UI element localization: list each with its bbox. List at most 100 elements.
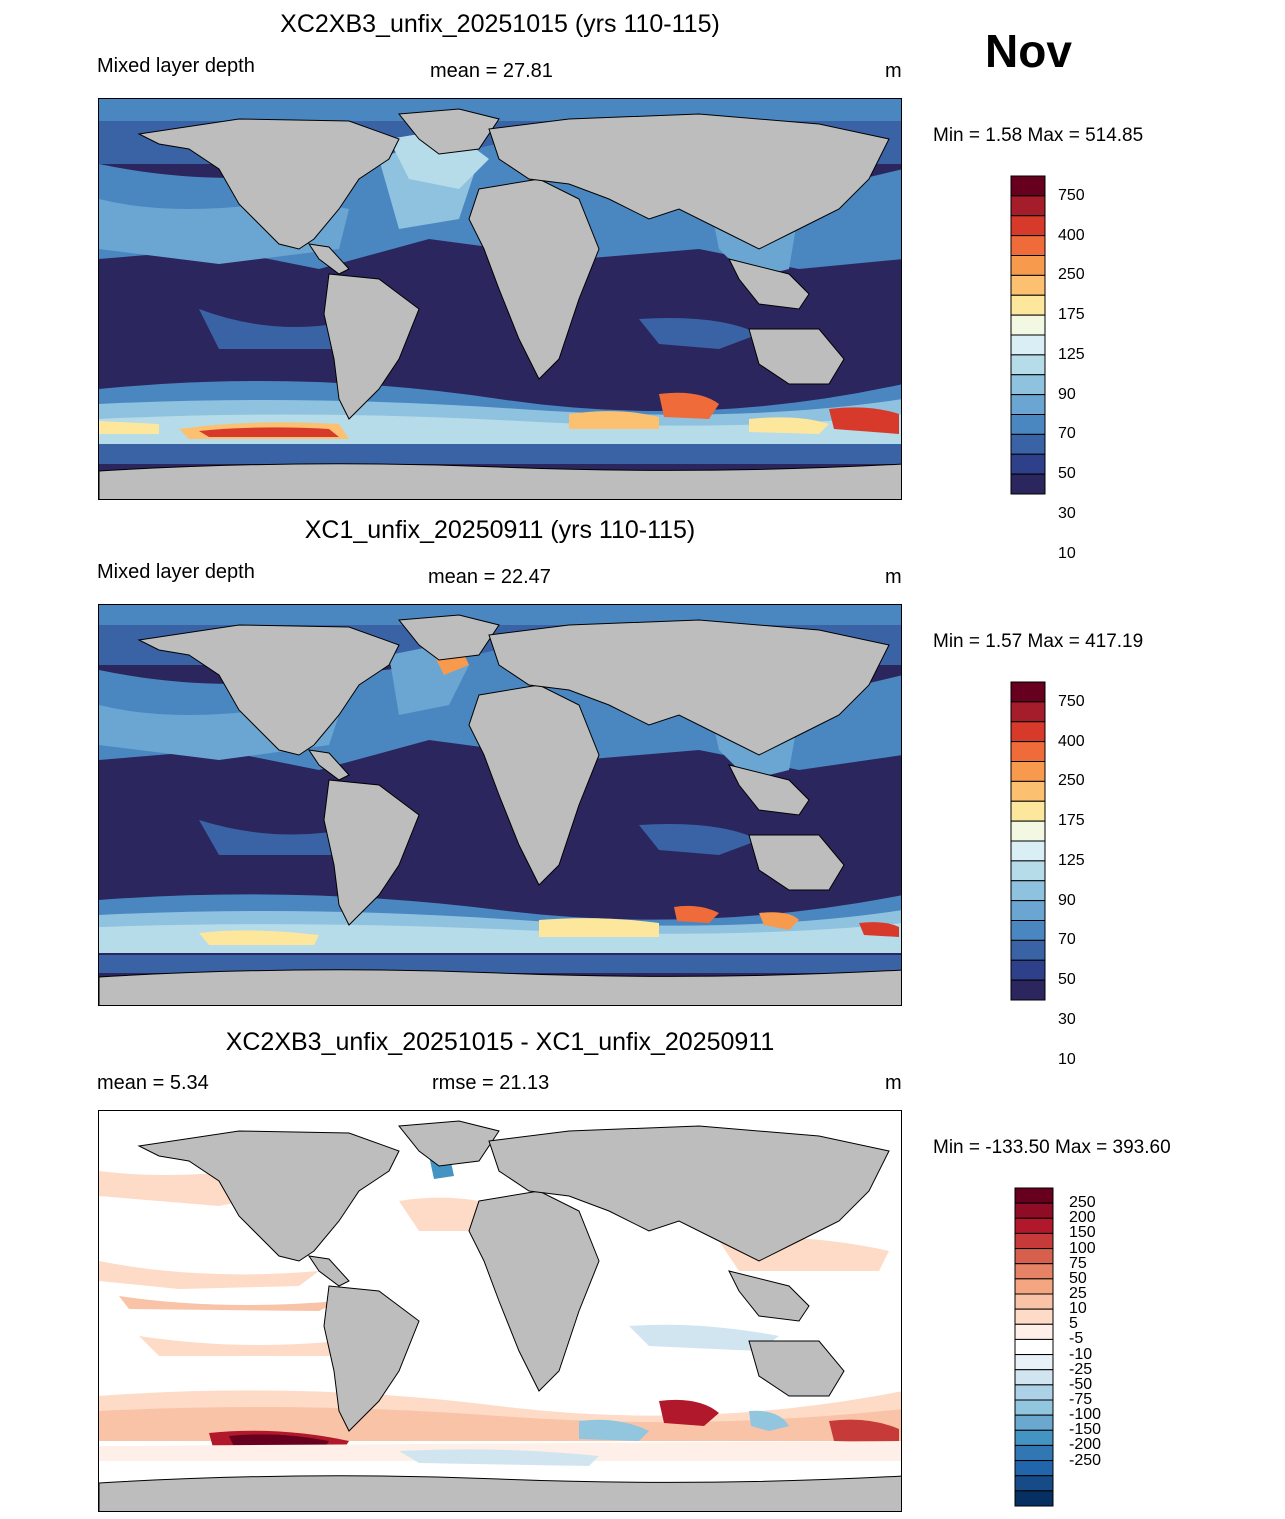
north-america-land <box>137 1130 400 1262</box>
colorbar-swatch <box>1010 721 1046 743</box>
panel-2-map <box>98 604 902 1006</box>
colorbar-tick-label: 50 <box>1058 465 1076 483</box>
colorbar-swatch <box>1014 1293 1054 1310</box>
colorbar-tick-label: -250 <box>1069 1451 1102 1469</box>
north-america-land <box>137 118 400 250</box>
colorbar-tick-label: 175 <box>1058 306 1085 324</box>
colorbar-swatch <box>1010 800 1046 822</box>
colorbar-swatch <box>1010 900 1046 921</box>
colorbar-tick-label: -50 <box>1069 1375 1093 1393</box>
colorbar-swatch <box>1014 1338 1054 1356</box>
greenland-land <box>398 1120 500 1167</box>
africa-land <box>468 684 600 886</box>
colorbar-tick-label: 150 <box>1069 1224 1096 1242</box>
colorbar-swatch <box>1010 235 1046 256</box>
colorbar-tick-label: 30 <box>1058 1010 1076 1028</box>
month-label: Nov <box>985 25 1072 77</box>
south-america-land <box>323 779 420 926</box>
colorbar-tick-label: 750 <box>1058 692 1085 710</box>
colorbar-swatch <box>1010 959 1046 981</box>
colorbar-tick-label: 125 <box>1058 851 1085 869</box>
central-america-land <box>307 749 350 781</box>
colorbar-swatch <box>1010 334 1046 356</box>
colorbar-tick-label: -150 <box>1069 1421 1102 1439</box>
colorbar-swatch <box>1010 354 1046 376</box>
panel-2-minmax-label: Min = 1.57 Max = 417.19 <box>933 631 1144 652</box>
panel-2-variable-label: Mixed layer depth <box>97 561 255 583</box>
greenland-land <box>398 614 500 661</box>
colorbar-tick-label: 400 <box>1058 732 1085 750</box>
colorbar-tick-label: -200 <box>1069 1436 1102 1454</box>
panel-1-title: XC2XB3_unfix_20251015 (yrs 110-115) <box>280 10 720 38</box>
panel-1-variable-label: Mixed layer depth <box>97 55 255 77</box>
colorbar-swatch <box>1010 701 1046 723</box>
colorbar-swatch <box>1010 314 1046 336</box>
antarctica-land <box>99 463 901 499</box>
colorbar-tick-label: 400 <box>1058 226 1085 244</box>
central-america-land <box>307 1255 350 1287</box>
colorbar-swatch <box>1010 920 1046 941</box>
australia-land <box>748 1340 845 1397</box>
colorbar-swatch <box>1014 1399 1054 1416</box>
panel-2-colorbar: 750 400 250 175 125 90 70 50 30 10 <box>1010 681 1090 1068</box>
greenland-land <box>398 108 500 155</box>
panel-3-rmse-label: rmse = 21.13 <box>432 1072 550 1094</box>
colorbar-tick-label: 125 <box>1058 345 1085 363</box>
colorbar-swatch <box>1014 1248 1054 1265</box>
south-america-land <box>323 1285 420 1432</box>
colorbar-tick-label: 200 <box>1069 1209 1096 1227</box>
colorbar-swatch <box>1014 1460 1054 1477</box>
australia-land <box>748 328 845 385</box>
panel-3-map-graphic <box>99 1111 901 1511</box>
colorbar-swatches <box>1010 681 1046 1001</box>
colorbar-tick-label: 70 <box>1058 931 1076 949</box>
colorbar-swatch <box>1010 681 1046 703</box>
antarctica-land <box>99 1475 901 1511</box>
eurasia-land <box>488 619 890 756</box>
panel-2-title: XC1_unfix_20250911 (yrs 110-115) <box>304 516 696 544</box>
colorbar-tick-label: 100 <box>1069 1239 1096 1257</box>
colorbar-tick-label: 10 <box>1069 1300 1087 1318</box>
colorbar-tick-label: -5 <box>1069 1330 1084 1348</box>
panel-3-minmax-label: Min = -133.50 Max = 393.60 <box>933 1137 1171 1158</box>
colorbar-swatch <box>1014 1308 1054 1325</box>
colorbar-swatch <box>1014 1202 1054 1219</box>
colorbar-swatch <box>1010 780 1046 802</box>
colorbar-swatch <box>1014 1323 1054 1340</box>
panel-3-units-label: m <box>885 1072 902 1094</box>
panel-1-map-graphic <box>99 99 901 499</box>
colorbar-swatch <box>1014 1278 1054 1295</box>
colorbar-swatch <box>1014 1429 1054 1446</box>
colorbar-swatch <box>1010 979 1046 1001</box>
colorbar-tick-label: 5 <box>1069 1315 1078 1333</box>
maritime-continent-land <box>728 764 810 816</box>
panel-1-colorbar: 750 400 250 175 125 90 70 50 30 10 <box>1010 175 1090 562</box>
panel-2-mean-label: mean = 22.47 <box>428 566 551 588</box>
colorbar-tick-label: 750 <box>1058 186 1085 204</box>
eurasia-land <box>488 113 890 250</box>
colorbar-swatch <box>1010 820 1046 842</box>
south-america-land <box>323 273 420 420</box>
panel-1-minmax-label: Min = 1.58 Max = 514.85 <box>933 125 1144 146</box>
colorbar-tick-label: 25 <box>1069 1285 1087 1302</box>
colorbar-tick-label: 250 <box>1058 772 1085 790</box>
colorbar-tick-label: -100 <box>1069 1406 1102 1424</box>
colorbar-tick-label: 10 <box>1058 1050 1076 1068</box>
colorbar-tick-label: 75 <box>1069 1254 1087 1272</box>
colorbar-swatch <box>1010 761 1046 782</box>
panel-2-map-graphic <box>99 605 901 1005</box>
colorbar-swatch <box>1010 394 1046 415</box>
colorbar-swatch <box>1010 433 1046 455</box>
panel-1-units-label: m <box>885 60 902 82</box>
colorbar-swatch <box>1014 1414 1054 1431</box>
colorbar-tick-label: -10 <box>1069 1345 1093 1363</box>
colorbar-tick-label: -25 <box>1069 1360 1093 1378</box>
africa-land <box>468 178 600 380</box>
colorbar-swatch <box>1010 414 1046 435</box>
colorbar-swatch <box>1010 741 1046 762</box>
central-america-land <box>307 243 350 275</box>
colorbar-swatch <box>1014 1475 1054 1492</box>
colorbar-tick-label: 250 <box>1058 266 1085 284</box>
colorbar-swatch <box>1010 939 1046 961</box>
panel-2-units-label: m <box>885 566 902 588</box>
